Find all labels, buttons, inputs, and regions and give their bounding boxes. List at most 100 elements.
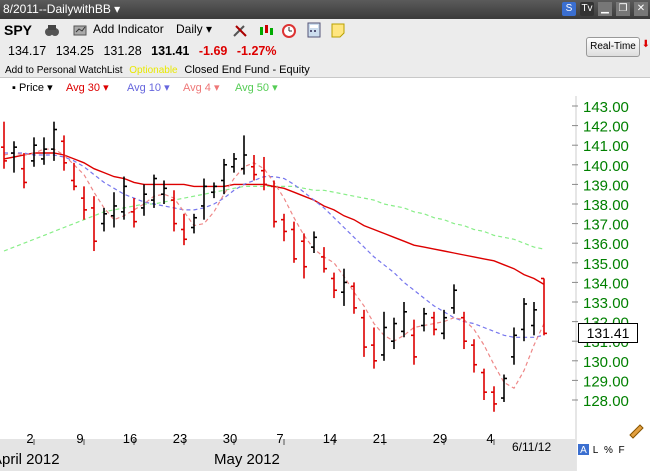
price-bar xyxy=(261,156,267,191)
down-arrow-icon: ⬇ xyxy=(641,39,650,50)
price-bar xyxy=(421,307,427,332)
scale-fixed-button-bg xyxy=(616,444,627,455)
chart-title[interactable]: 8/2011--DailywithBB ▾ xyxy=(3,2,121,16)
price-bar xyxy=(161,180,167,204)
price-bar xyxy=(331,272,337,299)
price-bar xyxy=(251,155,257,181)
price-bar xyxy=(31,137,37,167)
window-title-bar: 8/2011--DailywithBB ▾ S Tv ▁ ❐ ✕ xyxy=(0,0,650,19)
stock-service-icon[interactable]: S xyxy=(562,2,576,16)
price-bar xyxy=(451,284,457,314)
low-value: 131.28 xyxy=(103,44,142,58)
legend-avg50[interactable]: Avg 50 ▾ xyxy=(235,82,278,94)
pencil-icon xyxy=(629,424,644,439)
period-dropdown[interactable]: Daily ▾ xyxy=(176,22,213,36)
x-tick-label: 9 xyxy=(76,431,83,446)
price-bar xyxy=(181,213,187,246)
price-bar xyxy=(201,178,207,220)
price-bar xyxy=(191,213,197,234)
price-bar xyxy=(431,311,437,336)
note-icon[interactable] xyxy=(330,22,346,38)
y-tick-label: 140.00 xyxy=(583,158,629,175)
scale-fixed-button: F xyxy=(618,445,624,456)
price-bar xyxy=(311,231,317,253)
binoculars-icon[interactable] xyxy=(44,22,60,38)
open-value: 134.17 xyxy=(8,44,47,58)
month-label: April 2012 xyxy=(0,451,60,468)
tv-icon[interactable]: Tv xyxy=(580,2,594,16)
price-bar xyxy=(271,180,277,228)
calculator-icon[interactable] xyxy=(306,22,322,38)
price-bar xyxy=(111,192,117,228)
tools-icon[interactable] xyxy=(232,22,248,38)
y-tick-label: 128.00 xyxy=(583,393,629,410)
price-bar xyxy=(51,121,57,161)
price-bar xyxy=(171,190,177,232)
price-bar xyxy=(291,221,297,263)
y-tick-label: 130.00 xyxy=(583,354,629,371)
y-tick-label: 138.00 xyxy=(583,197,629,214)
close-icon[interactable]: ✕ xyxy=(634,2,648,16)
price-bar xyxy=(71,162,77,191)
add-to-watchlist-link[interactable]: Add to Personal WatchList xyxy=(5,65,123,76)
price-bar xyxy=(381,311,387,361)
price-bar xyxy=(361,309,367,357)
price-bar xyxy=(101,207,107,232)
alarm-clock-icon[interactable] xyxy=(281,22,297,38)
price-bar xyxy=(211,182,217,199)
quote-header: SPY Add Indicator Daily ▾ 134.17 134.25 … xyxy=(0,19,650,78)
month-label: May 2012 xyxy=(214,451,280,468)
price-bar xyxy=(151,174,157,208)
fund-description: Closed End Fund - Equity xyxy=(184,64,310,76)
price-bar xyxy=(301,233,307,279)
y-tick-label: 129.00 xyxy=(583,373,629,390)
add-indicator-button[interactable]: Add Indicator xyxy=(93,22,164,36)
x-tick-label: 2 xyxy=(26,431,33,446)
y-tick-label: 143.00 xyxy=(583,99,629,116)
scale-auto-button: A xyxy=(580,445,587,456)
legend-price[interactable]: ▪ Price ▾ xyxy=(12,82,53,94)
x-tick-label: 16 xyxy=(123,431,137,446)
price-bar xyxy=(341,268,347,306)
price-bar xyxy=(281,213,287,242)
legend-avg30[interactable]: Avg 30 ▾ xyxy=(66,82,109,94)
x-tick-label: 23 xyxy=(173,431,187,446)
price-bar xyxy=(131,198,137,228)
price-bar xyxy=(21,153,27,189)
price-bar xyxy=(1,121,7,169)
y-tick-label: 134.00 xyxy=(583,275,629,292)
chart-legend: ▪ Price ▾ Avg 30 ▾ Avg 10 ▾ Avg 4 ▾ Avg … xyxy=(0,78,650,96)
legend-avg4[interactable]: Avg 4 ▾ xyxy=(183,82,220,94)
time-axis-band xyxy=(0,439,576,471)
y-tick-label: 141.00 xyxy=(583,138,629,155)
legend-avg10[interactable]: Avg 10 ▾ xyxy=(127,82,170,94)
x-tick-label: 30 xyxy=(223,431,237,446)
price-bar xyxy=(121,176,127,220)
real-time-button[interactable]: Real-Time xyxy=(586,37,640,57)
price-bar xyxy=(401,302,407,338)
price-bar xyxy=(541,277,547,336)
indicator-icon[interactable] xyxy=(72,22,88,38)
x-tick-label: 21 xyxy=(373,431,387,446)
minimize-icon[interactable]: ▁ xyxy=(598,2,612,16)
quote-values: 134.17 134.25 131.28 131.41 -1.69 -1.27% xyxy=(8,44,282,58)
restore-icon[interactable]: ❐ xyxy=(616,2,630,16)
price-bar xyxy=(391,317,397,350)
window-controls: S Tv ▁ ❐ ✕ xyxy=(562,2,648,16)
y-tick-label: 135.00 xyxy=(583,256,629,273)
scale-percent-button: % xyxy=(604,445,613,456)
price-bar xyxy=(141,184,147,216)
optionable-label: Optionable xyxy=(129,65,178,76)
x-tick-label: 29 xyxy=(433,431,447,446)
price-chart[interactable]: 143.00 142.00 141.00 140.00 139.00 138.00 137.… xyxy=(0,96,650,471)
price-bar xyxy=(481,368,487,400)
x-tick-label: 7 xyxy=(276,431,283,446)
price-bar xyxy=(531,302,537,336)
price-bar xyxy=(91,196,97,252)
price-bar xyxy=(501,374,507,402)
candlestick-icon[interactable] xyxy=(258,22,274,38)
price-bar xyxy=(521,298,527,342)
scale-auto-button-bg xyxy=(578,444,589,455)
scale-percent-button-bg xyxy=(603,444,614,455)
symbol-label[interactable]: SPY xyxy=(4,22,33,38)
